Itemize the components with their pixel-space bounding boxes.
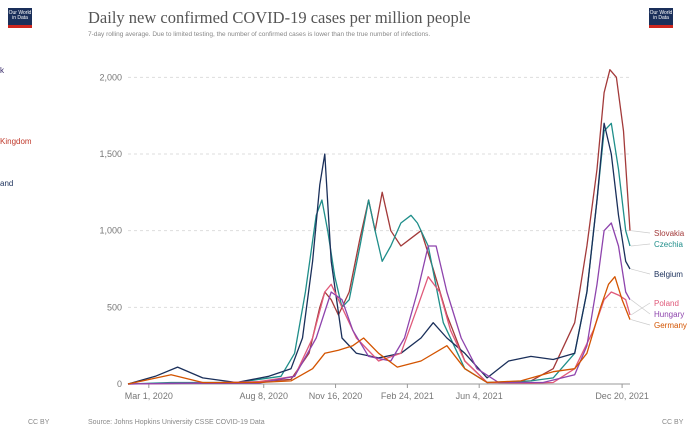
series-label-belgium: Belgium: [654, 270, 683, 279]
series-line-germany: [127, 276, 631, 385]
y-tick-label: 500: [107, 302, 122, 312]
label-connector: [630, 299, 651, 315]
x-tick-label: Dec 20, 2021: [595, 391, 649, 401]
owid-logo-left: Our World in Data: [8, 8, 32, 28]
series-line-czechia: [127, 122, 631, 385]
label-connector: [630, 302, 651, 316]
license-left: CC BY: [28, 419, 50, 426]
x-tick-label: Nov 16, 2020: [309, 391, 363, 401]
license-right: CC BY: [662, 419, 684, 426]
y-tick-label: 0: [117, 379, 122, 389]
chart-subtitle: 7-day rolling average. Due to limited te…: [88, 31, 431, 38]
series-label-hungary: Hungary: [654, 310, 684, 319]
logo-text-line2: in Data: [12, 15, 28, 21]
y-tick-label: 1,500: [99, 149, 122, 159]
series-line-slovakia: [127, 69, 631, 385]
series-line-hungary: [127, 222, 631, 385]
series-line-poland: [127, 276, 631, 385]
x-tick-label: Aug 8, 2020: [239, 391, 288, 401]
series-label-slovakia: Slovakia: [654, 229, 685, 238]
y-tick-label: 2,000: [99, 72, 122, 82]
chart-title: Daily new confirmed COVID-19 cases per m…: [88, 8, 471, 27]
label-connector: [630, 319, 651, 326]
side-legend-item-2[interactable]: Kingdom: [0, 137, 32, 146]
label-connector: [630, 230, 651, 234]
logo-text-line2: in Data: [653, 15, 669, 21]
series-line-belgium: [127, 122, 631, 385]
side-legend-item-3[interactable]: and: [0, 179, 14, 188]
series-label-germany: Germany: [654, 321, 687, 330]
side-legend-item-1[interactable]: k: [0, 66, 4, 75]
logo-red-bar: [8, 25, 32, 28]
x-tick-label: Jun 4, 2021: [456, 391, 503, 401]
logo-text-line1: Our World: [8, 10, 32, 16]
logo-text-line1: Our World: [649, 10, 673, 16]
owid-logo-right: Our World in Data: [649, 8, 673, 28]
x-tick-label: Feb 24, 2021: [381, 391, 434, 401]
x-tick-label: Mar 1, 2020: [125, 391, 173, 401]
y-tick-label: 1,000: [99, 226, 122, 236]
series-label-poland: Poland: [654, 299, 679, 308]
source-note: Source: Johns Hopkins University CSSE CO…: [88, 419, 265, 426]
series-label-czechia: Czechia: [654, 240, 683, 249]
label-connector: [630, 243, 651, 247]
logo-red-bar: [649, 25, 673, 28]
label-connector: [630, 268, 651, 275]
